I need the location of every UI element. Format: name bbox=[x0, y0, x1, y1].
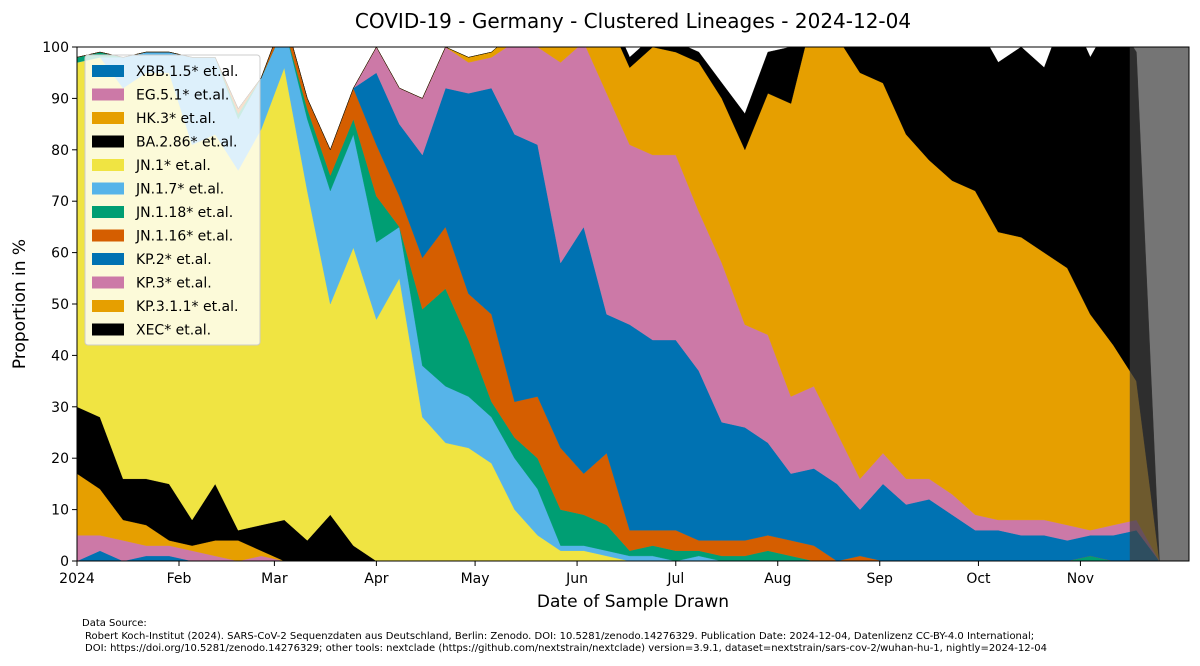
y-tick-label: 70 bbox=[51, 194, 69, 210]
legend-label: KP.3* et.al. bbox=[136, 276, 212, 292]
area-series-9 bbox=[77, 47, 1183, 561]
x-tick-label: Aug bbox=[764, 571, 791, 587]
legend-swatch bbox=[92, 300, 124, 312]
x-tick-label: Nov bbox=[1067, 571, 1094, 587]
x-tick-label: Feb bbox=[167, 571, 192, 587]
x-tick-label: May bbox=[461, 571, 490, 587]
y-tick-label: 80 bbox=[51, 143, 69, 159]
y-tick-label: 60 bbox=[51, 246, 69, 262]
legend-swatch bbox=[92, 182, 124, 195]
legend-label: JN.1.18* et.al. bbox=[135, 205, 233, 221]
x-axis-label: Date of Sample Drawn bbox=[537, 592, 729, 612]
x-tick-label: Sep bbox=[867, 571, 894, 587]
legend-swatch bbox=[92, 253, 124, 265]
y-axis-label: Proportion in % bbox=[10, 239, 30, 369]
x-tick-label: Jun bbox=[565, 571, 588, 587]
legend-swatch bbox=[92, 159, 124, 171]
legend-swatch bbox=[92, 65, 124, 77]
x-tick-label: Mar bbox=[261, 571, 288, 587]
x-tick-label: Jul bbox=[666, 571, 684, 587]
legend: XBB.1.5* et.al. EG.5.1* et.al. HK.3* et.al… bbox=[84, 54, 261, 346]
legend-label: XBB.1.5* et.al. bbox=[136, 64, 238, 80]
chart-title: COVID-19 - Germany - Clustered Lineages … bbox=[355, 9, 911, 33]
legend-box bbox=[84, 54, 261, 346]
area-series-10 bbox=[77, 47, 1183, 561]
x-tick-label: 2024 bbox=[59, 571, 95, 587]
legend-swatch bbox=[92, 276, 124, 289]
legend-swatch bbox=[92, 323, 124, 336]
y-tick-label: 20 bbox=[51, 451, 69, 467]
legend-label: JN.1.7* et.al. bbox=[135, 182, 224, 198]
legend-swatch bbox=[92, 88, 124, 101]
legend-label: EG.5.1* et.al. bbox=[136, 88, 229, 104]
x-tick-label: Oct bbox=[966, 571, 991, 587]
y-tick-label: 0 bbox=[60, 554, 69, 570]
legend-label: KP.2* et.al. bbox=[136, 252, 212, 268]
legend-label: JN.1* et.al. bbox=[135, 158, 211, 174]
y-tick-label: 100 bbox=[42, 40, 69, 56]
source-heading: Data Source: bbox=[82, 618, 147, 629]
legend-label: HK.3* et.al. bbox=[136, 111, 216, 127]
legend-label: JN.1.16* et.al. bbox=[135, 229, 233, 245]
x-tick-label: Apr bbox=[364, 571, 388, 587]
legend-swatch bbox=[92, 229, 124, 242]
legend-label: KP.3.1.1* et.al. bbox=[136, 299, 238, 315]
shaded-region bbox=[1129, 47, 1189, 561]
chart: COVID-19 - Germany - Clustered Lineages … bbox=[10, 9, 1190, 612]
y-tick-label: 40 bbox=[51, 348, 69, 364]
legend-swatch bbox=[92, 206, 124, 218]
area-series-group bbox=[77, 47, 1183, 561]
x-axis: 2024 Feb Mar Apr May Jun Jul Aug Sep Oct Nov bbox=[59, 561, 1094, 587]
area-series-11 bbox=[77, 47, 1183, 561]
y-tick-label: 30 bbox=[51, 400, 69, 416]
y-tick-label: 50 bbox=[51, 297, 69, 313]
source-line-2: DOI: https://doi.org/10.5281/zenodo.1427… bbox=[85, 643, 1047, 654]
area-series-1 bbox=[77, 535, 1183, 561]
y-tick-label: 90 bbox=[51, 91, 69, 107]
y-axis: 0 10 20 30 40 50 60 70 80 90 100 bbox=[42, 40, 77, 570]
data-source: Data Source: Robert Koch-Institut (2024).… bbox=[82, 618, 1047, 656]
legend-label: BA.2.86* et.al. bbox=[136, 135, 237, 151]
legend-swatch bbox=[92, 112, 124, 124]
y-tick-label: 10 bbox=[51, 503, 69, 519]
legend-label: XEC* et.al. bbox=[136, 323, 211, 339]
legend-swatch bbox=[92, 135, 124, 148]
source-line-1: Robert Koch-Institut (2024). SARS-CoV-2 … bbox=[85, 630, 1035, 642]
